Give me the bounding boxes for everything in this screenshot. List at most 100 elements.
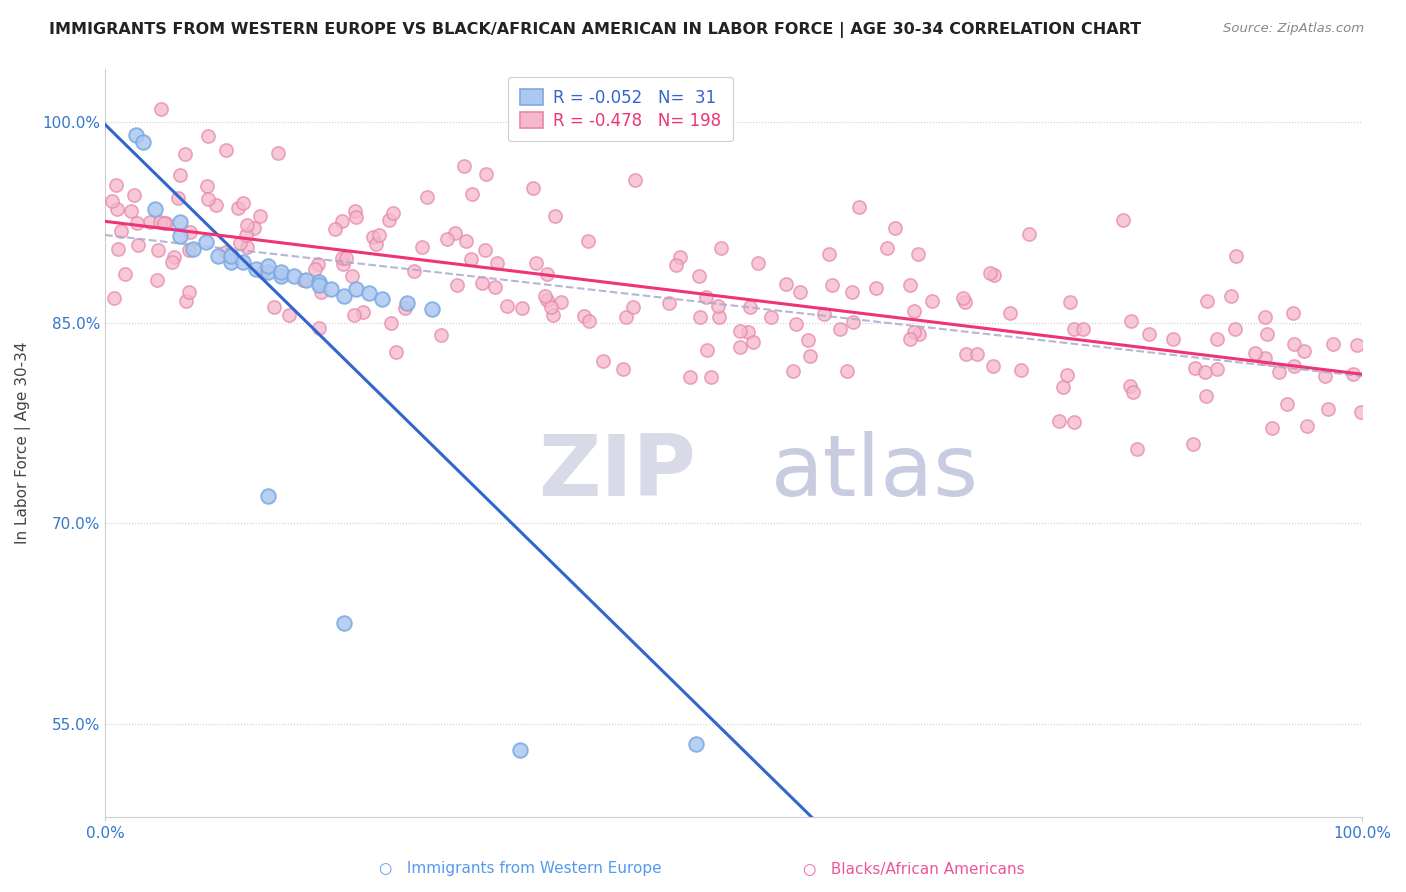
Point [742, 335, 765, 350]
Point [139, 215, 162, 229]
Point [1182, 437, 1205, 451]
Point [456, 234, 478, 248]
Point [177, 243, 200, 257]
Point [695, 290, 717, 304]
Point [486, 256, 509, 270]
Point [1282, 306, 1305, 320]
Point [979, 266, 1001, 280]
Point [235, 227, 257, 242]
Point [229, 235, 252, 250]
Point [903, 303, 925, 318]
Point [149, 102, 172, 116]
Point [380, 316, 402, 330]
Point [540, 300, 562, 314]
Point [308, 321, 330, 335]
Point [357, 286, 380, 301]
Point [813, 308, 835, 322]
Point [340, 269, 363, 284]
Point [149, 215, 172, 229]
Point [249, 209, 271, 223]
Point [179, 225, 201, 239]
Point [1244, 346, 1267, 360]
Point [509, 743, 531, 757]
Point [197, 128, 219, 143]
Point [127, 238, 149, 252]
Point [160, 255, 183, 269]
Point [966, 347, 988, 361]
Point [330, 252, 353, 266]
Point [536, 293, 558, 307]
Point [153, 217, 176, 231]
Point [1137, 326, 1160, 341]
Point [235, 218, 257, 232]
Point [796, 334, 818, 348]
Point [624, 173, 647, 187]
Point [1225, 249, 1247, 263]
Point [402, 264, 425, 278]
Point [436, 232, 458, 246]
Point [453, 159, 475, 173]
Text: ZIP: ZIP [538, 432, 696, 515]
Point [169, 169, 191, 183]
Point [533, 288, 555, 302]
Point [1010, 363, 1032, 377]
Point [245, 262, 267, 277]
Point [1282, 359, 1305, 373]
Point [578, 313, 600, 327]
Point [865, 280, 887, 294]
Point [474, 167, 496, 181]
Point [125, 128, 148, 143]
Y-axis label: In Labor Force | Age 30-34: In Labor Force | Age 30-34 [15, 342, 31, 544]
Point [323, 221, 346, 235]
Point [612, 362, 634, 376]
Point [1292, 344, 1315, 359]
Point [907, 326, 929, 341]
Point [395, 295, 418, 310]
Point [252, 265, 274, 279]
Point [308, 276, 330, 290]
Point [226, 202, 249, 216]
Point [921, 294, 943, 309]
Point [1313, 368, 1336, 383]
Point [420, 302, 443, 317]
Point [955, 347, 977, 361]
Point [416, 190, 439, 204]
Point [710, 241, 733, 255]
Point [685, 737, 707, 751]
Point [270, 265, 292, 279]
Point [1059, 295, 1081, 310]
Point [381, 206, 404, 220]
Point [364, 237, 387, 252]
Point [474, 243, 496, 257]
Point [541, 308, 564, 322]
Point [679, 370, 702, 384]
Point [688, 268, 710, 283]
Point [512, 301, 534, 315]
Point [394, 301, 416, 316]
Point [1119, 379, 1142, 393]
Point [981, 359, 1004, 373]
Point [131, 135, 153, 149]
Point [100, 194, 122, 208]
Point [1194, 365, 1216, 379]
Legend: R = -0.052   N=  31, R = -0.478   N= 198: R = -0.052 N= 31, R = -0.478 N= 198 [508, 77, 733, 141]
Point [1161, 332, 1184, 346]
Point [1047, 414, 1070, 428]
Point [1341, 368, 1364, 382]
Text: IMMIGRANTS FROM WESTERN EUROPE VS BLACK/AFRICAN AMERICAN IN LABOR FORCE | AGE 30: IMMIGRANTS FROM WESTERN EUROPE VS BLACK/… [49, 22, 1142, 38]
Point [384, 345, 406, 359]
Point [219, 255, 242, 269]
Point [1063, 322, 1085, 336]
Point [444, 226, 467, 240]
Point [738, 300, 761, 314]
Point [903, 325, 925, 339]
Point [173, 146, 195, 161]
Point [169, 228, 191, 243]
Point [321, 282, 343, 296]
Point [1261, 421, 1284, 435]
Text: Source: ZipAtlas.com: Source: ZipAtlas.com [1223, 22, 1364, 36]
Point [1052, 380, 1074, 394]
Point [669, 250, 692, 264]
Point [107, 242, 129, 256]
Point [1284, 337, 1306, 351]
